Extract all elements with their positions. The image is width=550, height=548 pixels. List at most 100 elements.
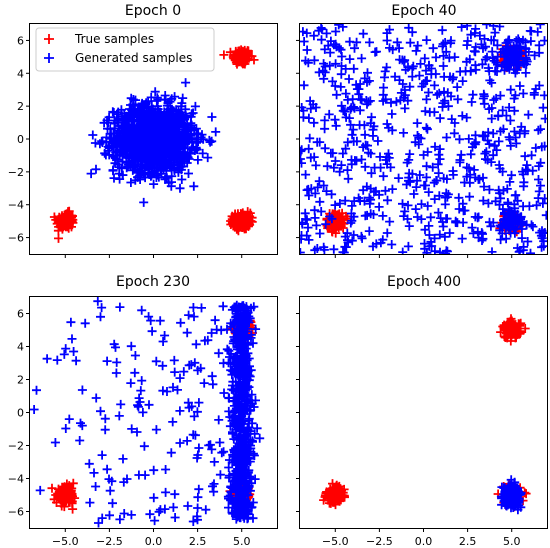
generated-sample-point [332,90,342,100]
generated-sample-point [434,88,444,98]
generated-sample-point [231,466,241,476]
generated-sample-point [189,411,199,421]
generated-sample-point [144,400,154,410]
generated-sample-point [168,417,178,427]
generated-sample-point [239,419,249,429]
generated-sample-point [440,199,450,209]
legend: True samples Generated samples [35,27,215,72]
generated-sample-point [248,338,258,348]
generated-sample-point [457,234,467,244]
generated-sample-point [308,99,318,109]
generated-sample-point [310,213,320,223]
generated-sample-point [509,106,519,116]
generated-sample-point [149,465,159,475]
legend-marker-generated [44,53,54,63]
generated-sample-point [403,241,413,251]
generated-sample-point [387,240,397,249]
generated-sample-point [147,124,157,134]
generated-sample-point [300,80,309,90]
generated-sample-point [184,169,193,178]
generated-sample-point [496,235,506,245]
generated-sample-point [239,385,248,395]
generated-sample-point [226,349,236,359]
generated-sample-point [522,160,532,170]
generated-sample-point [228,427,237,437]
generated-sample-point [461,66,471,76]
generated-sample-point [495,24,505,31]
generated-sample-point [431,69,441,79]
generated-sample-point [413,41,423,51]
generated-sample-point [534,81,544,90]
generated-sample-point [435,144,445,154]
generated-sample-point [300,112,308,122]
generated-sample-point [349,136,359,146]
generated-sample-point [321,219,331,229]
generated-sample-point [398,79,408,89]
generated-sample-point [91,164,101,174]
generated-sample-point [476,39,486,49]
generated-sample-point [300,27,308,37]
generated-sample-point [135,140,145,150]
generated-sample-point [246,365,256,375]
true-sample-point [230,210,240,220]
generated-sample-point [170,124,180,134]
generated-sample-point [184,310,194,320]
generated-sample-point [480,131,490,141]
generated-sample-point [523,166,533,176]
y-tick-label: −4 [8,199,24,212]
generated-sample-point [229,332,239,342]
generated-sample-point [176,162,186,172]
generated-sample-point [442,192,452,202]
generated-sample-point [330,115,340,125]
generated-sample-point [116,399,126,409]
generated-sample-point [329,244,339,254]
generated-sample-point [233,399,243,409]
generated-sample-point [403,96,413,106]
generated-sample-point [468,228,478,238]
generated-sample-point [438,222,448,231]
generated-sample-point [309,118,319,128]
generated-sample-point [319,59,329,69]
generated-sample-point [136,386,146,396]
generated-sample-point [129,121,139,131]
generated-sample-point [305,133,315,143]
generated-sample-point [423,201,433,211]
generated-sample-point [518,58,528,68]
generated-sample-point [520,151,530,161]
generated-sample-point [175,373,185,383]
generated-sample-point [189,181,199,191]
true-sample-point [320,492,330,502]
generated-sample-point [237,337,247,347]
generated-sample-point [76,418,85,428]
generated-sample-point [94,518,103,528]
generated-sample-point [188,303,198,312]
panel-title: Epoch 230 [116,274,190,290]
generated-sample-point [491,58,501,68]
generated-sample-point [358,29,368,39]
generated-sample-point [387,184,397,194]
generated-sample-point [337,61,346,71]
generated-sample-point [61,344,71,354]
generated-sample-point [86,169,96,179]
generated-sample-point [175,183,185,193]
generated-sample-point [130,368,140,378]
generated-sample-point [149,142,159,152]
true-sample-point [67,483,77,493]
generated-sample-point [150,87,160,97]
generated-sample-point [320,143,330,153]
generated-sample-point [398,199,407,209]
generated-sample-point [408,61,418,71]
generated-sample-point [162,173,172,183]
generated-sample-point [102,356,112,366]
generated-sample-point [30,405,39,414]
generated-sample-point [365,37,374,47]
generated-sample-point [234,331,244,341]
generated-sample-point [102,464,112,474]
panel-title: Epoch 40 [391,3,456,19]
generated-sample-point [100,425,110,435]
generated-sample-point [495,91,505,101]
generated-sample-point [441,246,451,254]
generated-sample-point [469,165,479,175]
